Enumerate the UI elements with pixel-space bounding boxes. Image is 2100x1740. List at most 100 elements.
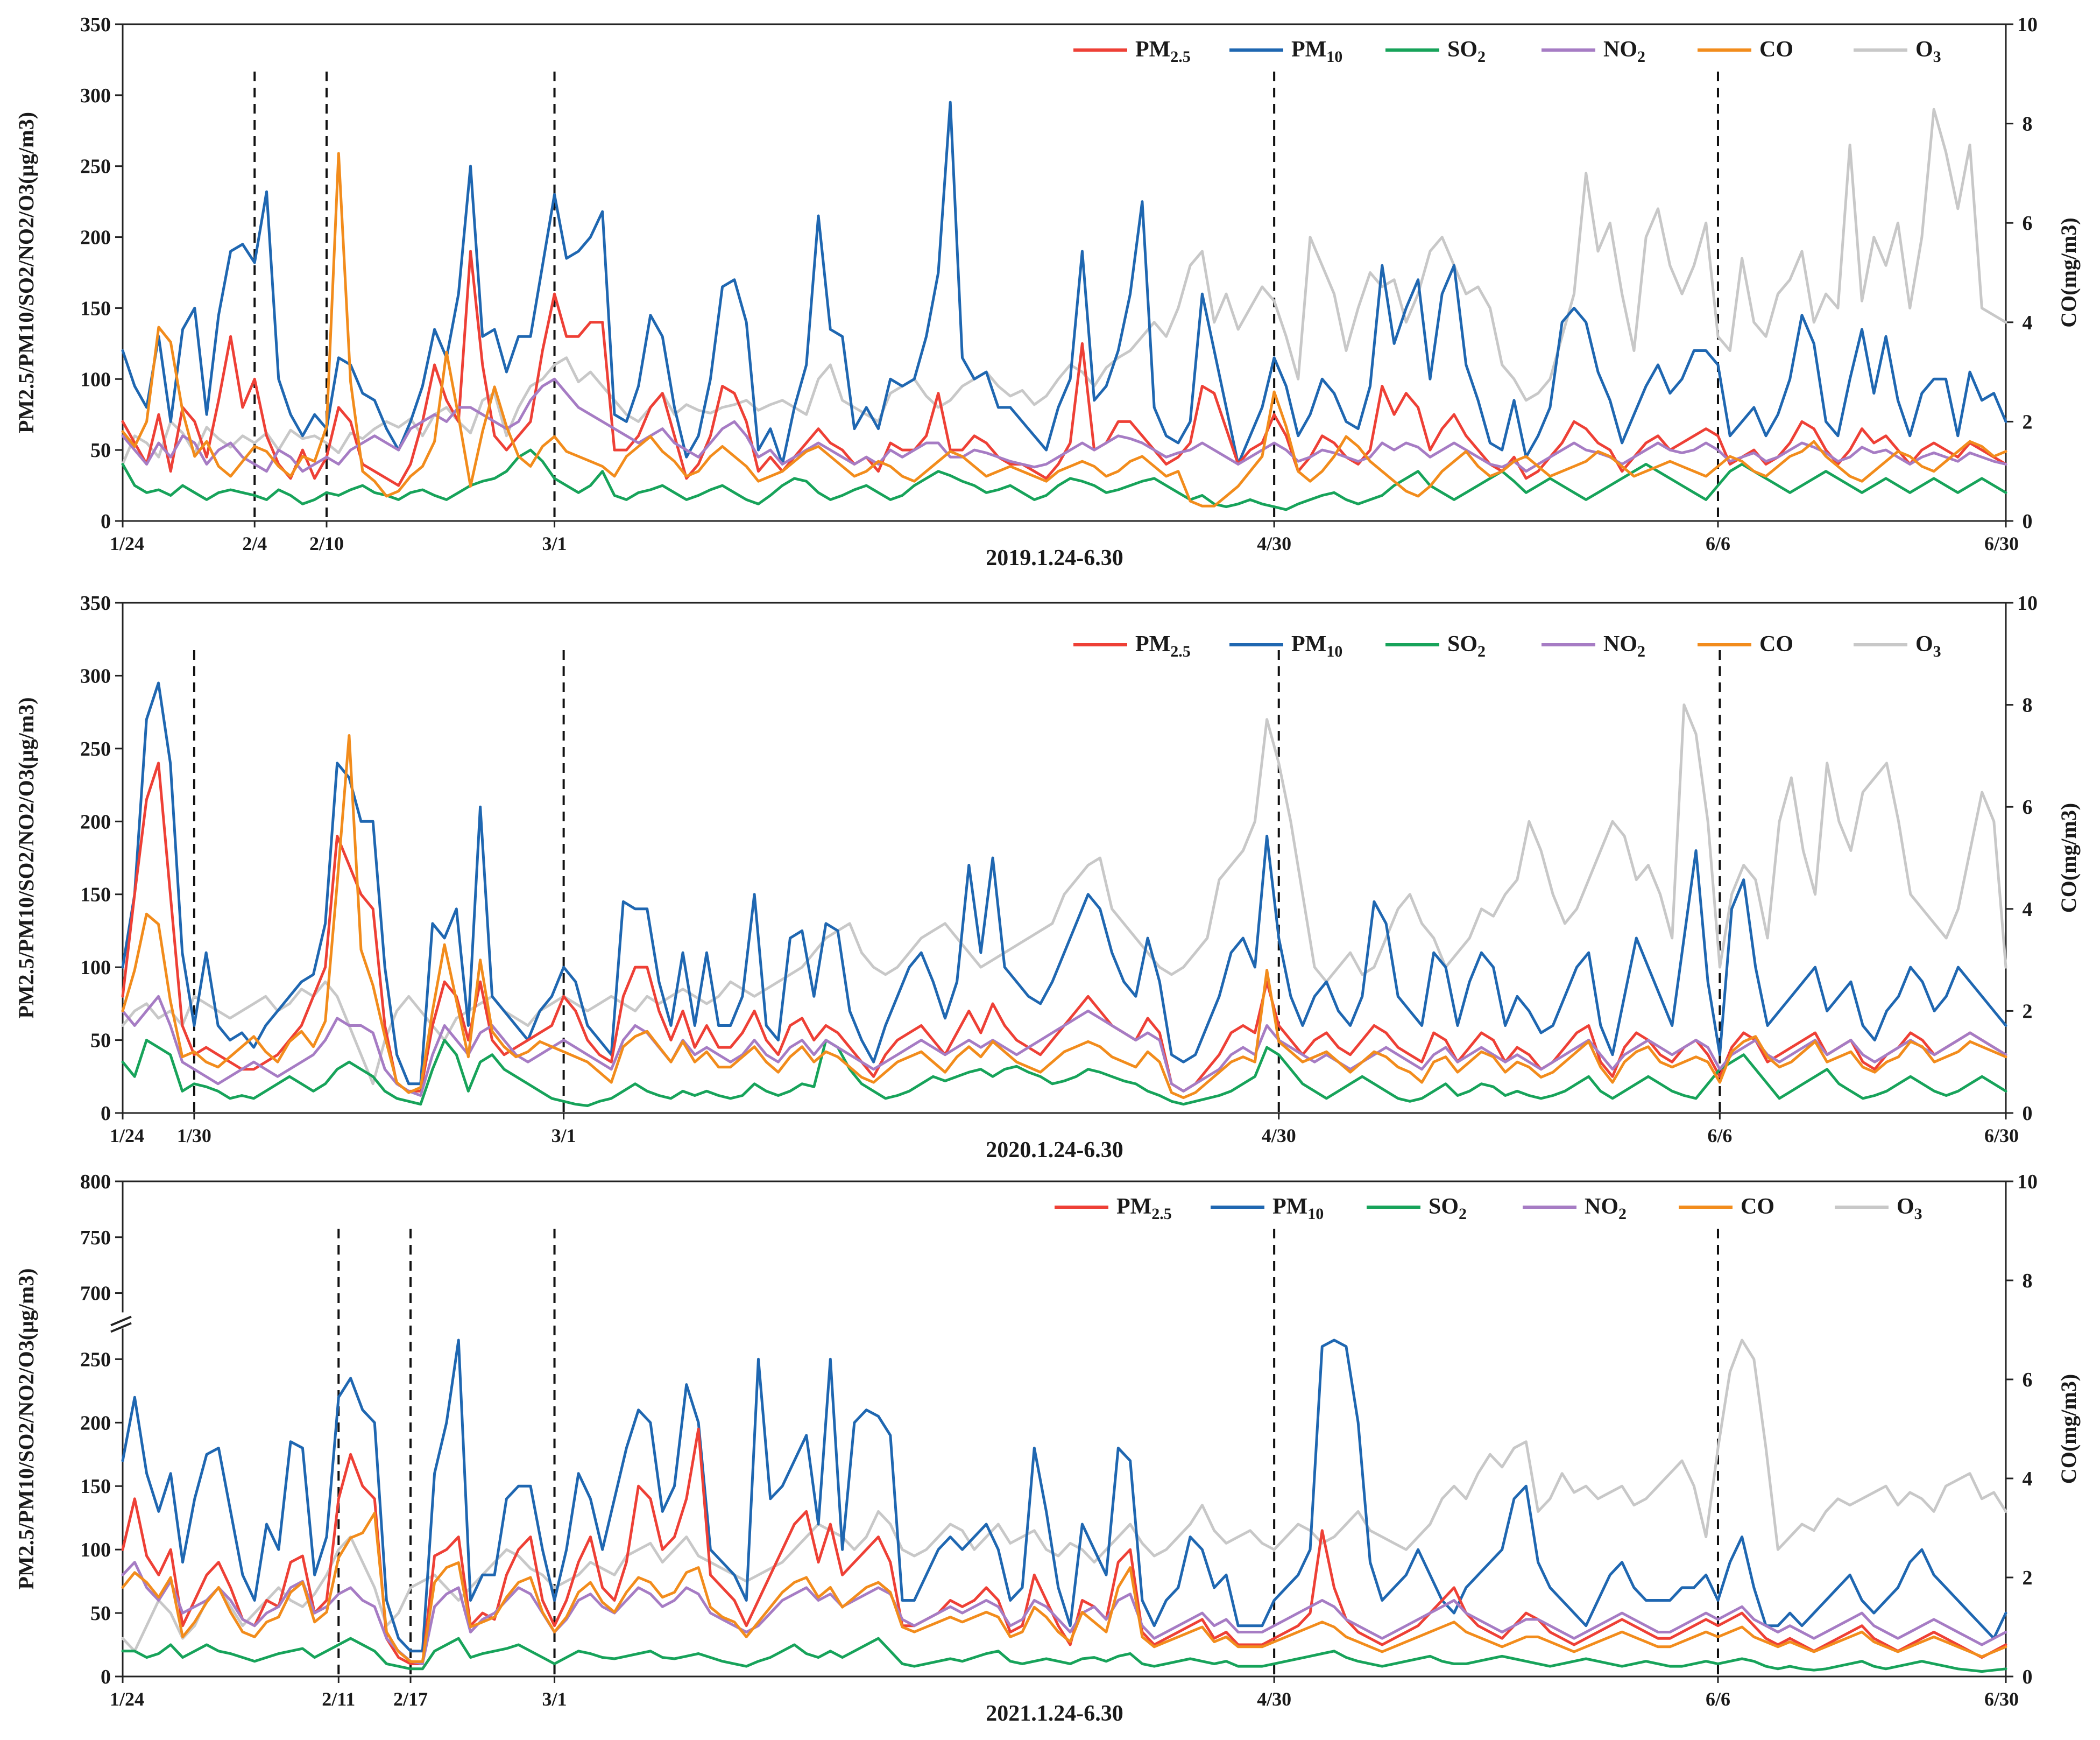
date-range-label: 2021.1.24-6.30 [986, 1701, 1123, 1726]
y2-tick-label: 4 [2023, 1468, 2033, 1490]
plot-frame [122, 602, 2007, 1114]
y2-axis-title: CO(mg/m3) [2056, 803, 2081, 913]
series-line-so2 [121, 1637, 2007, 1673]
legend: PM2.5 PM10 SO2 NO2 CO O3 [1055, 1194, 1922, 1223]
y-tick-label: 800 [80, 1171, 111, 1193]
y-tick-label: 250 [80, 156, 111, 178]
legend-label: NO2 [1603, 632, 1645, 660]
chart-panel-1: 0 50 100 150 200 250 300 350 0 2 4 6 8 10 PM2.5/PM10/S… [14, 13, 2081, 570]
y-tick-label: 100 [80, 1539, 111, 1561]
legend-label: CO [1741, 1194, 1774, 1219]
y2-tick-label: 0 [2023, 510, 2033, 533]
x-tick-label: 6/30 [1984, 1688, 2019, 1710]
x-tick-label: 6/6 [1706, 1688, 1730, 1710]
y-tick-label: 100 [80, 956, 111, 979]
x-tick-label: 1/24 [110, 533, 144, 554]
y2-tick-label: 6 [2023, 1369, 2033, 1391]
legend: PM2.5 PM10 SO2 NO2 CO O3 [1073, 632, 1941, 660]
legend-label: CO [1759, 632, 1793, 657]
chart-panel-2: 0 50 100 150 200 250 300 350 0 2 4 6 8 10 PM2.5/PM10/S… [14, 592, 2081, 1163]
legend-label: PM10 [1272, 1194, 1324, 1223]
y2-tick-label: 2 [2023, 1567, 2033, 1589]
y-tick-label: 250 [80, 738, 111, 760]
y2-tick-label: 0 [2023, 1102, 2033, 1125]
y-tick-label: 200 [80, 1412, 111, 1434]
series-line-pm25 [121, 762, 2007, 1093]
legend-label: CO [1759, 37, 1793, 62]
series-line-pm25 [121, 1427, 2007, 1665]
legend-label: PM2.5 [1135, 37, 1191, 66]
series-line-o3 [121, 1339, 2007, 1653]
legend-label: PM10 [1291, 37, 1342, 66]
axis-break-mark [110, 1312, 132, 1333]
y-tick-label: 200 [80, 811, 111, 833]
y-tick-label: 150 [80, 884, 111, 906]
y2-tick-label: 8 [2023, 1270, 2033, 1292]
y-tick-label: 750 [80, 1227, 111, 1249]
series-line-so2 [121, 448, 2007, 511]
x-tick-label: 4/30 [1257, 533, 1291, 554]
series-line-o3 [121, 108, 2007, 466]
x-tick-label: 6/6 [1706, 533, 1730, 554]
series-line-pm10 [121, 101, 2007, 466]
x-tick-label: 2/17 [393, 1688, 428, 1710]
y-tick-label: 300 [80, 84, 111, 107]
x-tick-label: 6/30 [1984, 533, 2019, 554]
legend: PM2.5 PM10 SO2 NO2 CO O3 [1073, 37, 1941, 66]
date-range-label: 2020.1.24-6.30 [986, 1138, 1123, 1163]
legend-label: O3 [1915, 632, 1941, 660]
x-tick-label: 4/30 [1257, 1688, 1291, 1710]
y-tick-label: 300 [80, 665, 111, 687]
y-tick-label: 0 [101, 510, 111, 533]
y-tick-label: 350 [80, 13, 111, 36]
plot-frame [122, 1180, 2007, 1678]
legend-label: PM2.5 [1135, 632, 1191, 660]
y-axis-title: PM2.5/PM10/SO2/NO2/O3(μg/m3) [14, 697, 38, 1018]
x-tick-label: 3/1 [542, 1688, 567, 1710]
chart-panel-3: 0 50 100 150 200 250 700 750 800 0 2 4 6 8 10 PM2.5/PM1… [14, 1171, 2081, 1726]
legend-label: SO2 [1429, 1194, 1467, 1223]
y2-tick-label: 2 [2023, 1000, 2033, 1023]
series-line-so2 [121, 1039, 2007, 1107]
y-tick-label: 150 [80, 1475, 111, 1498]
series-line-pm25 [121, 250, 2007, 487]
legend-label: PM2.5 [1116, 1194, 1172, 1223]
legend-label: O3 [1915, 37, 1941, 66]
y-axis-title: PM2.5/PM10/SO2/NO2/O3(μg/m3) [14, 112, 38, 433]
y2-axis-title: CO(mg/m3) [2056, 1374, 2081, 1484]
series-line-co [121, 734, 2007, 1100]
series-line-no2 [121, 377, 2007, 473]
x-tick-label: 3/1 [542, 533, 567, 554]
y-tick-label: 350 [80, 592, 111, 615]
y-tick-label: 50 [90, 1030, 111, 1052]
y-tick-label: 200 [80, 227, 111, 249]
y-tick-label: 50 [90, 1602, 111, 1625]
y-tick-label: 250 [80, 1348, 111, 1371]
date-range-label: 2019.1.24-6.30 [986, 546, 1123, 570]
legend-label: PM10 [1291, 632, 1342, 660]
series-line-co [121, 1511, 2007, 1663]
x-tick-label: 1/30 [177, 1125, 211, 1146]
y-tick-label: 0 [101, 1102, 111, 1125]
y2-tick-label: 6 [2023, 212, 2033, 235]
y2-tick-label: 8 [2023, 694, 2033, 717]
x-tick-label: 2/10 [309, 533, 344, 554]
y-tick-label: 150 [80, 297, 111, 320]
x-tick-label: 4/30 [1262, 1125, 1296, 1146]
x-tick-label: 1/24 [110, 1688, 144, 1710]
y2-axis-title: CO(mg/m3) [2056, 217, 2081, 327]
series-line-o3 [121, 703, 2007, 1086]
y-axis-title: PM2.5/PM10/SO2/NO2/O3(μg/m3) [14, 1268, 38, 1589]
legend-label: SO2 [1447, 632, 1486, 660]
y2-tick-label: 10 [2017, 13, 2038, 36]
legend-label: O3 [1897, 1194, 1922, 1223]
series-line-no2 [121, 995, 2007, 1097]
series-line-pm10 [121, 1339, 2007, 1653]
x-tick-label: 2/4 [242, 533, 267, 554]
y2-tick-label: 10 [2017, 1171, 2038, 1193]
y2-tick-label: 4 [2023, 898, 2033, 921]
legend-label: SO2 [1447, 37, 1486, 66]
y-tick-label: 50 [90, 439, 111, 462]
x-tick-label: 2/11 [322, 1688, 355, 1710]
